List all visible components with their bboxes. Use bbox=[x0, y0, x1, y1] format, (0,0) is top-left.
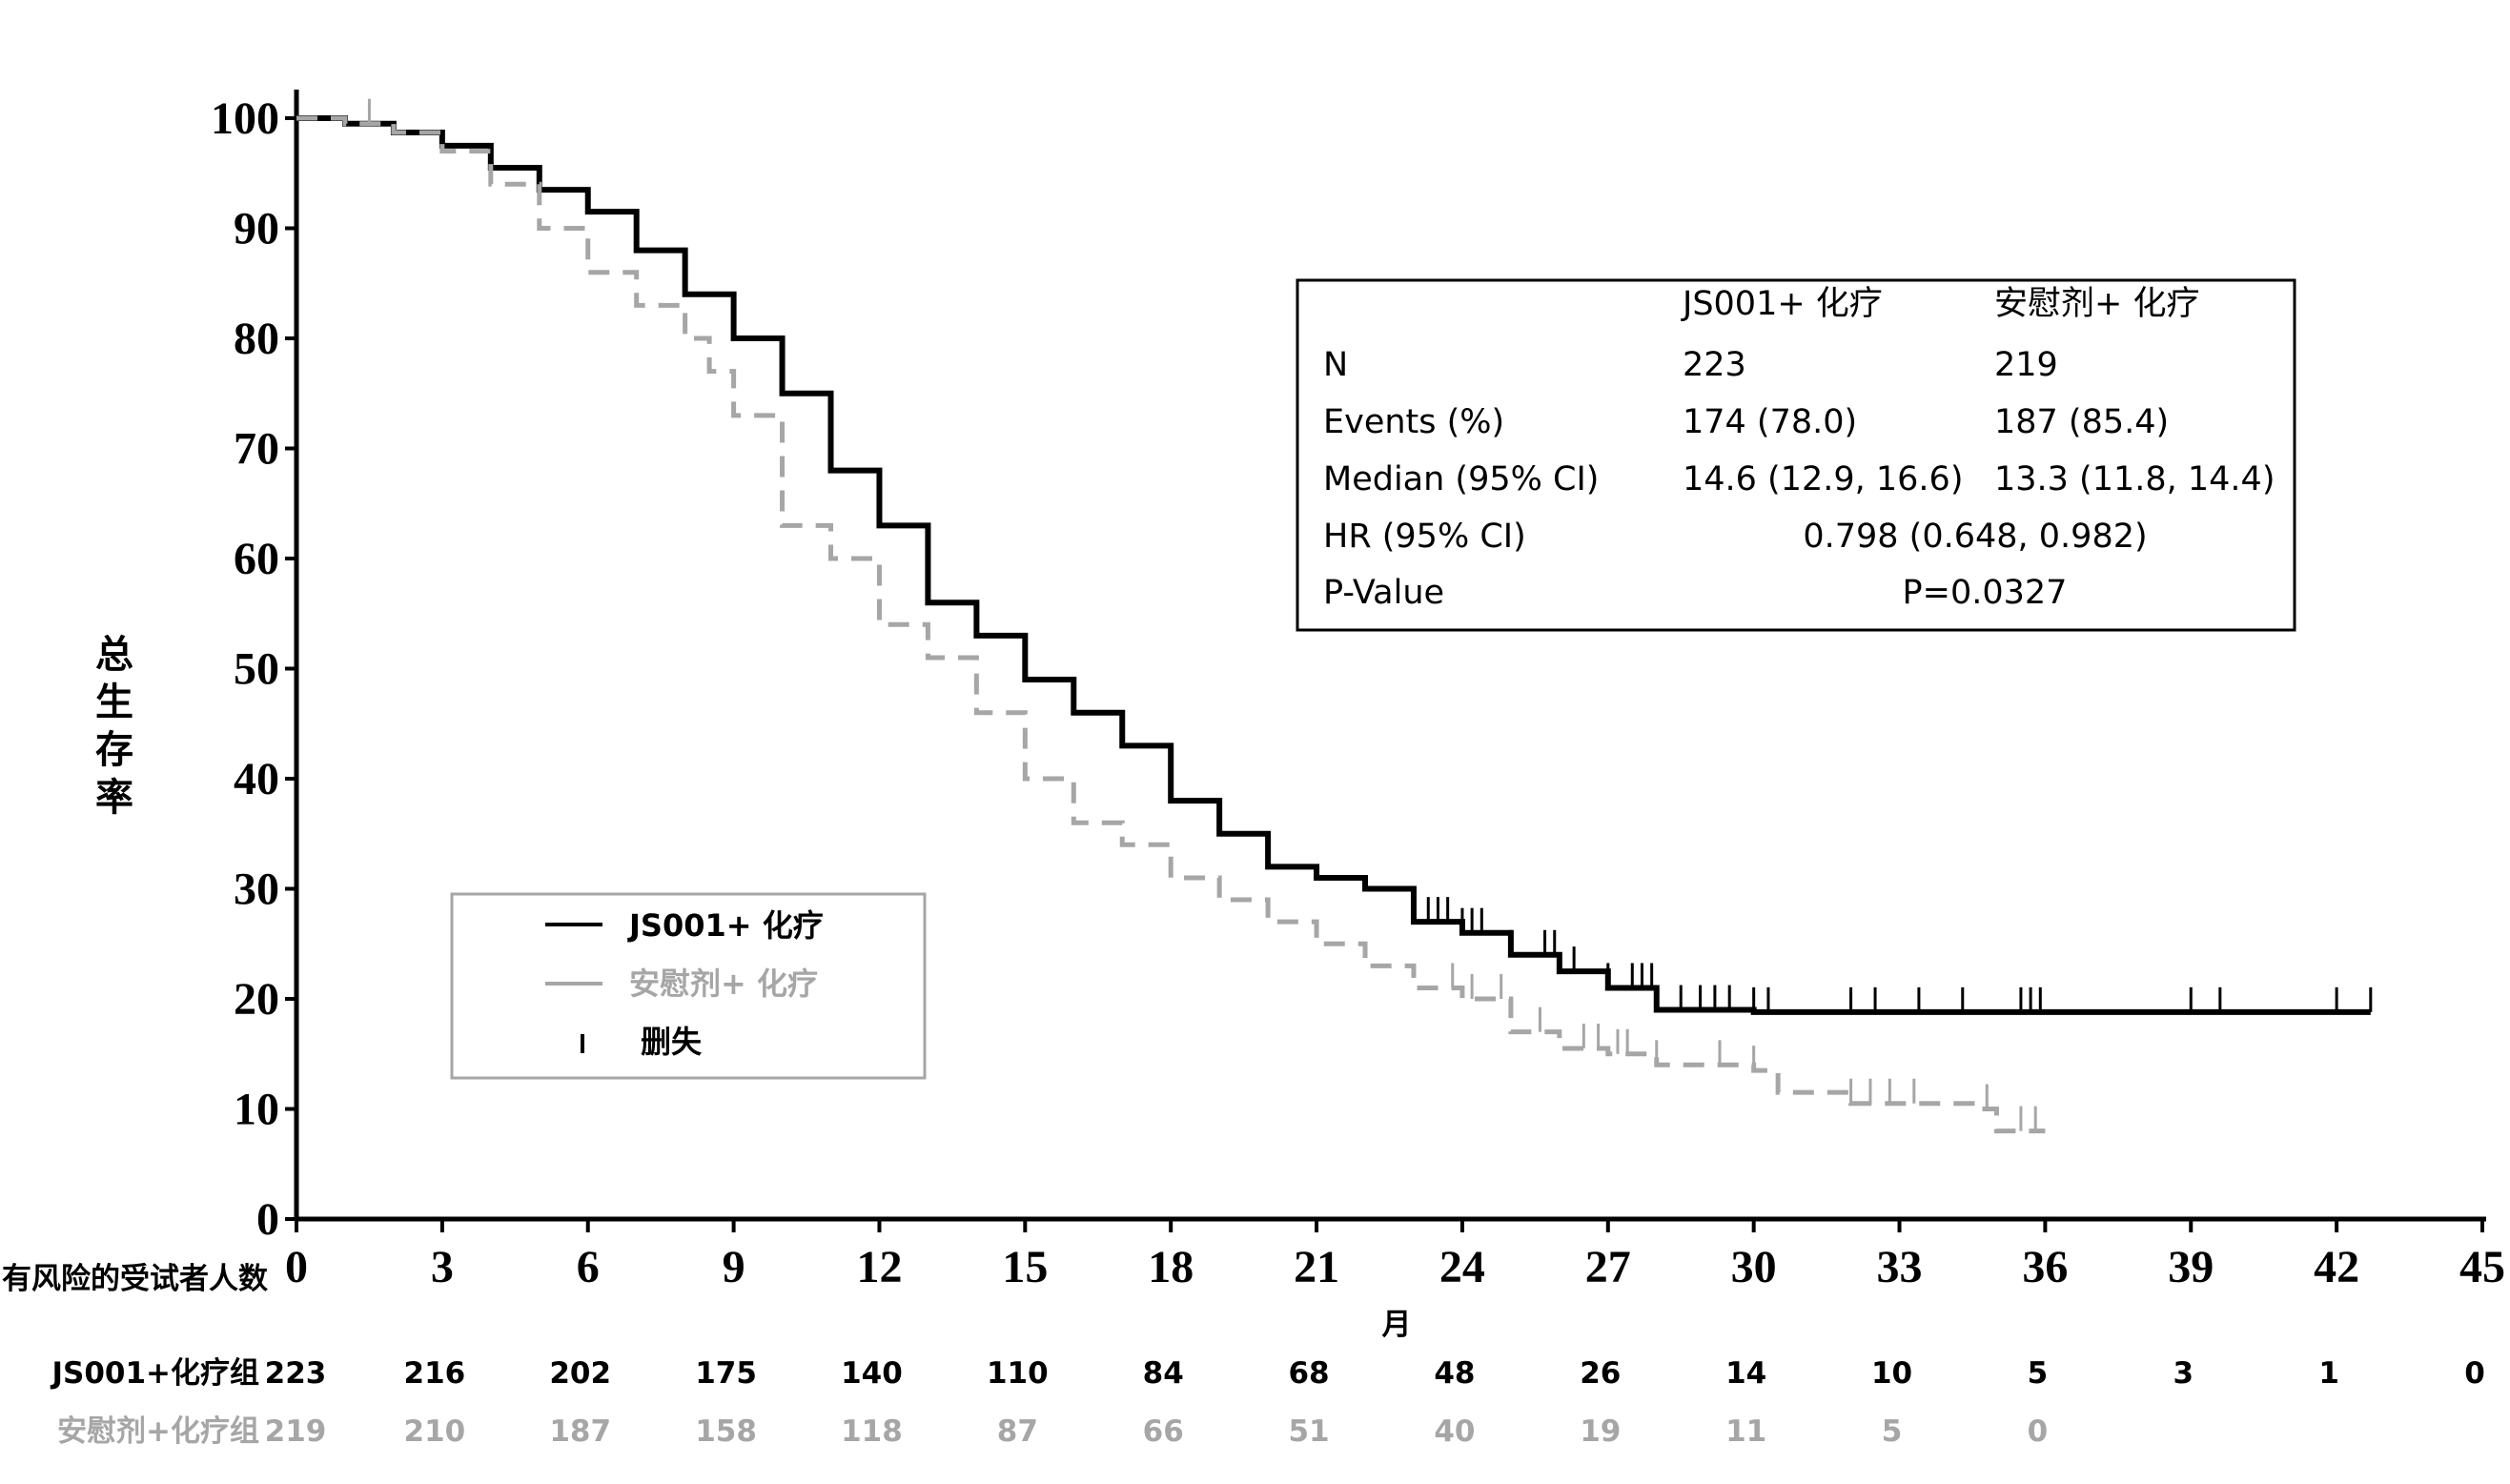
y-tick-label: 90 bbox=[234, 204, 279, 254]
at-risk-count: 48 bbox=[1434, 1356, 1475, 1391]
at-risk-title: 有风险的受试者人数 bbox=[2, 1262, 268, 1296]
at-risk-count: 216 bbox=[404, 1356, 466, 1391]
x-tick-label: 36 bbox=[2022, 1242, 2068, 1292]
at-risk-count: 140 bbox=[841, 1356, 903, 1391]
at-risk-count: 223 bbox=[265, 1356, 327, 1391]
at-risk-count: 175 bbox=[695, 1356, 757, 1391]
x-tick-label: 18 bbox=[1148, 1242, 1194, 1292]
y-tick-label: 70 bbox=[234, 424, 279, 475]
stats-box bbox=[1296, 278, 2296, 632]
at-risk-count: 158 bbox=[695, 1414, 757, 1449]
stats-value: 14.6 (12.9, 16.6) bbox=[1683, 460, 1963, 498]
stats-value: 13.3 (11.8, 14.4) bbox=[1994, 460, 2275, 498]
x-axis-label: 月 bbox=[1382, 1308, 1412, 1342]
y-tick-label: 10 bbox=[234, 1085, 279, 1135]
at-risk-row-label: JS001+化疗组 bbox=[50, 1356, 259, 1391]
x-tick-label: 27 bbox=[1585, 1242, 1631, 1292]
x-tick-label: 15 bbox=[1002, 1242, 1048, 1292]
at-risk-count: 11 bbox=[1725, 1414, 1766, 1449]
stats-value: 187 (85.4) bbox=[1994, 403, 2169, 441]
y-axis-label-char: 生 bbox=[95, 681, 133, 724]
x-tick-label: 39 bbox=[2168, 1242, 2214, 1292]
at-risk-count: 118 bbox=[841, 1414, 903, 1449]
stats-value: 219 bbox=[1994, 346, 2058, 384]
x-tick-label: 33 bbox=[1877, 1242, 1923, 1292]
stats-value: 174 (78.0) bbox=[1683, 403, 1857, 441]
y-tick-label: 100 bbox=[211, 93, 279, 144]
stats-header-a: JS001+ 化疗 bbox=[1681, 285, 1883, 323]
y-tick-label: 80 bbox=[234, 314, 279, 364]
curves bbox=[296, 98, 2373, 1134]
at-risk-row-label: 安慰剂+化疗组 bbox=[57, 1414, 259, 1449]
y-axis-label-char: 总 bbox=[95, 633, 133, 677]
at-risk-table: JS001+化疗组 223 216 202 175 140 110 84 68 48 26 14 10 5… bbox=[50, 1356, 2484, 1449]
x-tick-label: 42 bbox=[2314, 1242, 2359, 1292]
legend-box bbox=[450, 892, 927, 1080]
at-risk-count: 219 bbox=[265, 1414, 327, 1449]
x-tick-label: 12 bbox=[856, 1242, 902, 1292]
at-risk-count: 10 bbox=[1871, 1356, 1912, 1391]
legend-label-placebo: 安慰剂+ 化疗 bbox=[629, 966, 818, 1002]
at-risk-count: 51 bbox=[1288, 1414, 1329, 1449]
y-axis-label: 总生存率 bbox=[95, 633, 133, 820]
legend: JS001+ 化疗 安慰剂+ 化疗 删失 bbox=[450, 892, 927, 1080]
stats-label: Median (95% CI) bbox=[1323, 460, 1599, 498]
y-tick-label: 0 bbox=[256, 1194, 279, 1245]
at-risk-count: 84 bbox=[1143, 1356, 1184, 1391]
stats-p-value: P=0.0327 bbox=[1903, 574, 2068, 612]
at-risk-count: 66 bbox=[1143, 1414, 1184, 1449]
x-tick-label: 0 bbox=[285, 1242, 308, 1292]
stats-hr-label: HR (95% CI) bbox=[1323, 518, 1526, 556]
x-tick-label: 9 bbox=[723, 1242, 745, 1292]
at-risk-count: 87 bbox=[997, 1414, 1038, 1449]
y-axis-label-char: 率 bbox=[95, 776, 133, 820]
at-risk-count: 68 bbox=[1288, 1356, 1329, 1391]
stats-value: 223 bbox=[1683, 346, 1746, 384]
y-tick-label: 40 bbox=[234, 754, 279, 804]
x-tick-label: 3 bbox=[431, 1242, 454, 1292]
legend-label-js001: JS001+ 化疗 bbox=[627, 907, 824, 944]
x-tick-label: 24 bbox=[1439, 1242, 1485, 1292]
stats-table: JS001+ 化疗 安慰剂+ 化疗 N 223 219 Events (%) 1… bbox=[1296, 278, 2296, 632]
at-risk-count: 19 bbox=[1580, 1414, 1621, 1449]
at-risk-count: 3 bbox=[2173, 1356, 2194, 1391]
x-tick-label: 21 bbox=[1294, 1242, 1339, 1292]
y-tick-label: 20 bbox=[234, 974, 279, 1025]
at-risk-count: 5 bbox=[1882, 1414, 1903, 1449]
stats-hr-value: 0.798 (0.648, 0.982) bbox=[1803, 518, 2147, 556]
at-risk-count: 210 bbox=[404, 1414, 466, 1449]
stats-header-b: 安慰剂+ 化疗 bbox=[1994, 285, 2199, 323]
at-risk-count: 40 bbox=[1434, 1414, 1475, 1449]
y-tick-label: 50 bbox=[234, 644, 279, 695]
y-axis-label-char: 存 bbox=[95, 728, 133, 772]
y-tick-label: 30 bbox=[234, 864, 279, 915]
at-risk-count: 1 bbox=[2318, 1356, 2339, 1391]
at-risk-count: 0 bbox=[2028, 1414, 2049, 1449]
stats-p-label: P-Value bbox=[1323, 574, 1444, 612]
at-risk-count: 202 bbox=[549, 1356, 611, 1391]
at-risk-count: 187 bbox=[549, 1414, 611, 1449]
at-risk-count: 0 bbox=[2464, 1356, 2485, 1391]
stats-label: Events (%) bbox=[1323, 403, 1504, 441]
stats-label: N bbox=[1323, 346, 1348, 384]
at-risk-count: 110 bbox=[987, 1356, 1049, 1391]
at-risk-count: 26 bbox=[1580, 1356, 1621, 1391]
at-risk-count: 14 bbox=[1725, 1356, 1766, 1391]
x-tick-label: 45 bbox=[2459, 1242, 2505, 1292]
y-tick-label: 60 bbox=[234, 534, 279, 584]
x-tick-label: 30 bbox=[1731, 1242, 1777, 1292]
legend-label-censor: 删失 bbox=[641, 1024, 703, 1060]
axes: 0 3 6 9 12 15 18 21 24 27 30 33 36 39 42 45010203040506… bbox=[211, 90, 2505, 1292]
x-tick-label: 6 bbox=[577, 1242, 600, 1292]
at-risk-count: 5 bbox=[2028, 1356, 2049, 1391]
